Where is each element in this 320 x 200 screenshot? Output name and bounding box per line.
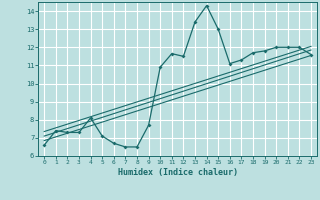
X-axis label: Humidex (Indice chaleur): Humidex (Indice chaleur) [118,168,238,177]
